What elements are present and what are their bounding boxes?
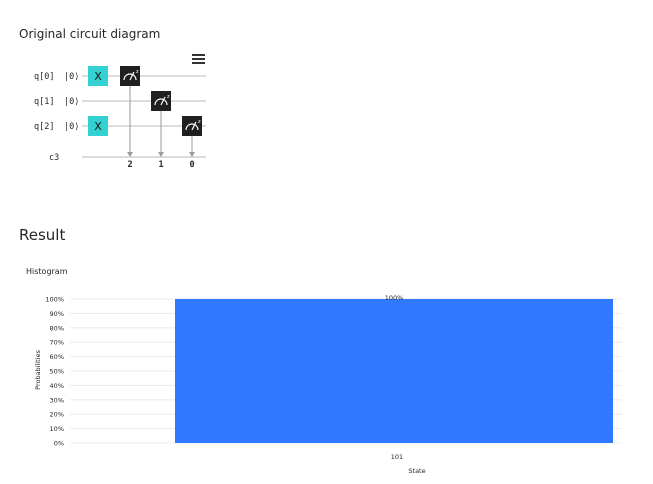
histogram-label: Histogram (26, 267, 68, 276)
y-axis-label: Probabilities (34, 350, 42, 390)
y-tick-label: 80% (50, 324, 64, 332)
measure-gate-q2[interactable]: z (182, 116, 202, 136)
bit-label-2: 0 (189, 160, 194, 170)
measure-gate-q1[interactable]: z (151, 91, 171, 111)
classical-register-label: c3 (49, 153, 59, 163)
chart-y-ticks: 0% 10% 20% 30% 40% 50% 60% 70% 80% 90% 100% (45, 296, 64, 448)
svg-text:z: z (136, 69, 139, 75)
measure-arrow-0 (127, 152, 133, 157)
svg-text:z: z (198, 119, 201, 125)
y-tick-label: 50% (50, 368, 64, 376)
qubit-ket-1: |0⟩ (64, 97, 79, 107)
y-tick-label: 100% (45, 296, 64, 304)
chart-x-ticks: 101 (391, 453, 403, 461)
qubit-label-1: q[1] (34, 97, 54, 107)
x-tick-label: 101 (391, 453, 403, 461)
qubit-ket-2: |0⟩ (64, 122, 79, 132)
x-gate-q0-label: X (94, 70, 102, 83)
y-tick-label: 30% (50, 396, 64, 404)
histogram-bar[interactable] (175, 299, 613, 443)
bit-label-0: 2 (127, 160, 132, 170)
measure-gate-q0[interactable]: z (120, 66, 140, 86)
x-gate-q2-label: X (94, 120, 102, 133)
qubit-label-2: q[2] (34, 122, 54, 132)
bit-label-1: 1 (158, 160, 163, 170)
y-tick-label: 0% (54, 440, 64, 448)
x-gate-q0[interactable]: X (88, 66, 108, 86)
y-tick-label: 40% (50, 382, 64, 390)
qubit-label-0: q[0] (34, 72, 54, 82)
chart-bars: 100% (175, 294, 613, 443)
measure-arrow-2 (189, 152, 195, 157)
x-axis-label: State (408, 467, 425, 475)
measure-arrow-1 (158, 152, 164, 157)
result-section-title: Result (19, 226, 66, 244)
circuit-section-title: Original circuit diagram (19, 27, 161, 41)
y-tick-label: 60% (50, 353, 64, 361)
y-tick-label: 10% (50, 425, 64, 433)
y-tick-label: 70% (50, 339, 64, 347)
y-tick-label: 20% (50, 411, 64, 419)
hamburger-menu-icon[interactable] (192, 54, 205, 65)
qubit-ket-0: |0⟩ (64, 72, 79, 82)
bar-value-label: 100% (385, 294, 404, 302)
x-gate-q2[interactable]: X (88, 116, 108, 136)
svg-text:z: z (167, 94, 170, 100)
circuit-diagram: q[0] |0⟩ q[1] |0⟩ q[2] |0⟩ c3 2 1 0 X X (34, 66, 206, 170)
y-tick-label: 90% (50, 310, 64, 318)
